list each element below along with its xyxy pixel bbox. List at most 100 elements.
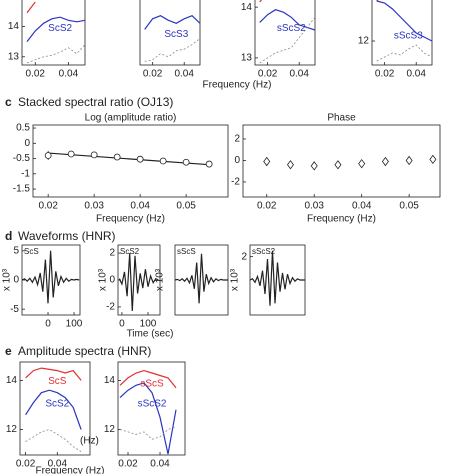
- x-tick-label: 100: [66, 319, 83, 330]
- marker: [182, 158, 190, 166]
- x-tick-label: 0.02: [375, 69, 395, 80]
- series-label: sScS2: [138, 398, 167, 409]
- series-line: [118, 253, 159, 312]
- marker: [405, 155, 413, 166]
- marker: [67, 150, 75, 158]
- series-line: [175, 253, 228, 304]
- x-tick-label: 0.02: [118, 459, 138, 470]
- series-line: [25, 389, 82, 430]
- y-tick-label: -1.5: [13, 184, 31, 195]
- plot-area: [25, 367, 82, 452]
- plot-area: [144, 15, 200, 62]
- y-tick-label: 0: [24, 138, 30, 149]
- marker: [90, 151, 98, 159]
- series-label: sScS: [140, 379, 164, 390]
- plot-frame: [371, 0, 433, 66]
- x-tick-label: 0.02: [38, 201, 58, 212]
- panel-letter: d: [5, 229, 12, 243]
- panel-label: sScS2: [252, 247, 276, 256]
- series-line: [144, 38, 200, 62]
- y-tick-label: 14: [104, 375, 116, 386]
- marker: [113, 153, 121, 161]
- marker: [334, 160, 342, 170]
- y-tick-label: 0: [234, 155, 240, 166]
- series-label: ScS2: [45, 398, 69, 409]
- x-tick-label: 0.02: [143, 69, 163, 80]
- marker: [381, 156, 389, 167]
- y-tick-label: 13: [241, 53, 253, 64]
- x-tick-label: 0.04: [352, 201, 372, 212]
- marker: [136, 155, 144, 163]
- x-tick-label: 0: [45, 319, 51, 330]
- x-tick-label: 0.04: [406, 69, 426, 80]
- series-label: sScS3: [394, 31, 423, 42]
- series-line: [259, 9, 315, 31]
- y-tick-label: -1: [21, 168, 30, 179]
- y-tick-label: -2: [231, 177, 240, 188]
- y-axis-label: x 10³: [2, 268, 13, 291]
- panel-letter: c: [5, 95, 12, 109]
- y-tick-label: 2: [241, 251, 247, 262]
- y-tick-label: 14: [241, 2, 253, 13]
- x-tick-label: 0.04: [59, 69, 79, 80]
- plot-title: Log (amplitude ratio): [85, 113, 177, 124]
- x-tick-label: 0.02: [257, 201, 277, 212]
- plot-frame: [32, 124, 229, 198]
- x-tick-label: 0.05: [176, 201, 196, 212]
- plot-frame: [139, 0, 201, 66]
- plot-frame: [19, 361, 91, 456]
- series-line: [376, 44, 432, 62]
- x-tick-label: 0.04: [174, 69, 194, 80]
- marker: [429, 154, 437, 165]
- plot-frame: [254, 0, 316, 66]
- plot-frame: [21, 0, 86, 66]
- y-tick-label: 0: [13, 275, 19, 286]
- series-line: [25, 367, 82, 381]
- plot-area: [259, 0, 315, 64]
- x-axis-label: Frequency (Hz): [96, 214, 165, 225]
- plot-area: [44, 150, 213, 168]
- y-axis-label: x 10³: [155, 268, 166, 291]
- marker: [159, 157, 167, 165]
- plot-area: [250, 250, 305, 306]
- x-tick-label: 0.04: [150, 459, 170, 470]
- series-line: [22, 250, 80, 304]
- y-tick-label: 2: [234, 134, 240, 145]
- series-line: [376, 0, 432, 42]
- x-tick-label: 0.02: [26, 69, 46, 80]
- x-tick-label: 0.03: [84, 201, 104, 212]
- annotation: (Hz): [80, 436, 99, 447]
- y-axis-label: x 10³: [230, 268, 241, 291]
- series-line: [26, 1, 36, 14]
- plot-area: [376, 0, 432, 62]
- x-tick-label: 0.03: [304, 201, 324, 212]
- series-line: [26, 16, 85, 42]
- plot-area: [22, 250, 80, 304]
- y-tick-label: 12: [358, 36, 370, 47]
- x-tick-label: 0: [119, 319, 125, 330]
- y-tick-label: -2: [106, 302, 115, 313]
- x-axis-label: Frequency (Hz): [307, 214, 376, 225]
- series-line: [144, 15, 200, 30]
- plot-frame: [242, 124, 441, 198]
- marker: [310, 161, 318, 171]
- x-axis-label: Frequency (Hz): [203, 80, 272, 91]
- x-tick-label: 0.02: [16, 459, 36, 470]
- marker: [263, 156, 271, 167]
- trend-line: [48, 152, 210, 166]
- panel-label: ScS: [24, 247, 39, 256]
- x-tick-label: 0.02: [258, 69, 278, 80]
- series-line: [26, 44, 85, 64]
- plot-area: [119, 369, 177, 455]
- plot-area: [263, 154, 437, 171]
- plot-area: [175, 253, 228, 304]
- y-tick-label: 0.5: [16, 123, 30, 134]
- marker: [205, 160, 213, 168]
- marker: [286, 160, 294, 170]
- marker: [44, 152, 52, 159]
- panel-label: sScS: [177, 247, 196, 256]
- series-label: ScS: [48, 376, 67, 387]
- panel-letter: e: [5, 344, 12, 358]
